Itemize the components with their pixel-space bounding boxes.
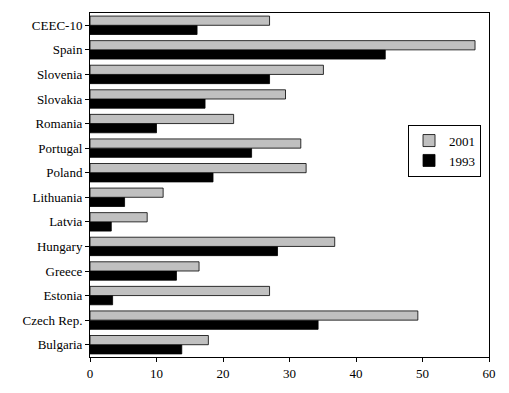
svg-text:Hungary: Hungary	[37, 239, 83, 254]
svg-text:Bulgaria: Bulgaria	[38, 337, 83, 352]
svg-text:10: 10	[150, 366, 163, 381]
svg-text:Slovenia: Slovenia	[37, 67, 83, 82]
svg-text:Estonia: Estonia	[43, 288, 82, 303]
svg-text:CEEC-10: CEEC-10	[32, 18, 83, 33]
svg-text:1993: 1993	[449, 154, 475, 169]
svg-text:Romania: Romania	[35, 116, 82, 131]
svg-text:Greece: Greece	[46, 264, 83, 279]
svg-text:Spain: Spain	[53, 42, 83, 57]
svg-text:60: 60	[483, 366, 496, 381]
svg-text:20: 20	[217, 366, 230, 381]
svg-text:Slovakia: Slovakia	[37, 92, 83, 107]
svg-text:Portugal: Portugal	[38, 141, 82, 156]
svg-text:30: 30	[283, 366, 296, 381]
svg-text:2001: 2001	[449, 134, 475, 149]
svg-text:0: 0	[87, 366, 94, 381]
svg-text:Lithuania: Lithuania	[33, 190, 83, 205]
svg-text:Poland: Poland	[46, 165, 83, 180]
svg-text:50: 50	[416, 366, 429, 381]
svg-text:40: 40	[350, 366, 363, 381]
svg-text:Czech Rep.: Czech Rep.	[22, 313, 82, 328]
svg-text:Latvia: Latvia	[49, 214, 82, 229]
